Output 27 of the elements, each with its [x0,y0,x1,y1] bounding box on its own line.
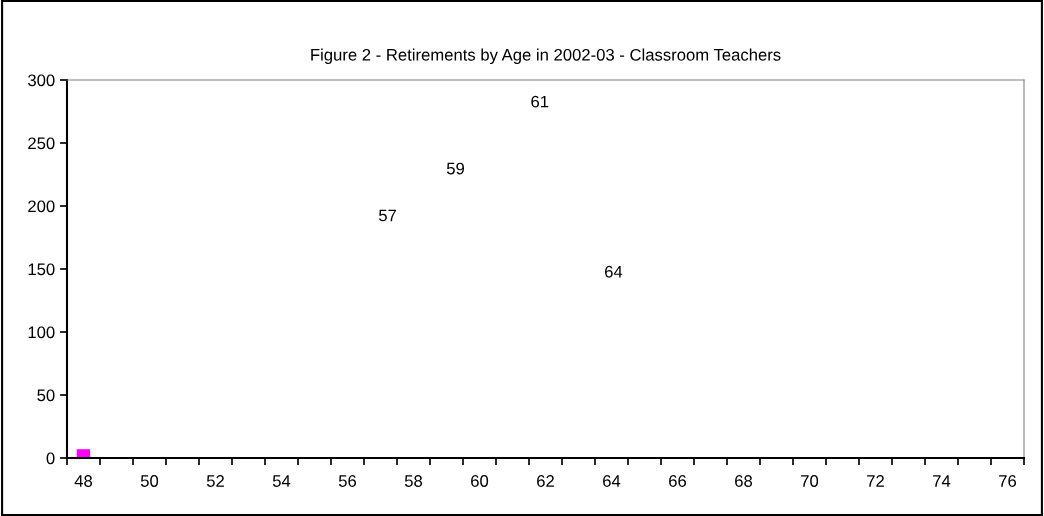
x-tick-label: 62 [537,475,554,487]
x-tick-label: 50 [140,475,159,487]
annotation: 57 [378,209,397,222]
x-tick-label: 60 [471,475,489,487]
y-tick-label: 100 [28,326,55,339]
y-tick-label: 250 [28,137,55,150]
x-tick-label: 66 [669,475,687,487]
x-tick-label: 68 [735,475,753,487]
y-tick-label: 150 [28,263,55,276]
y-tick-label: 300 [28,74,55,87]
x-tick-label: 56 [338,475,357,487]
annotation: 59 [446,162,465,175]
x-tick-label: 64 [603,475,621,487]
annotation: 64 [605,265,623,278]
annotation: 61 [531,95,549,108]
x-tick-label: 70 [801,475,819,487]
x-tick-label: 76 [999,475,1017,487]
x-tick-label: 52 [206,475,224,487]
x-tick-label: 48 [74,475,93,487]
x-tick-label: 74 [933,475,951,487]
x-tick-label: 58 [404,475,423,487]
x-tick-label: 54 [272,475,291,487]
chart-title: Figure 2 - Retirements by Age in 2002-03 - Classroom Teachers [311,48,781,65]
y-tick-label: 200 [28,200,55,213]
x-tick-label: 72 [867,475,884,487]
y-tick-label: 0 [46,452,55,465]
y-tick-label: 50 [37,389,55,402]
